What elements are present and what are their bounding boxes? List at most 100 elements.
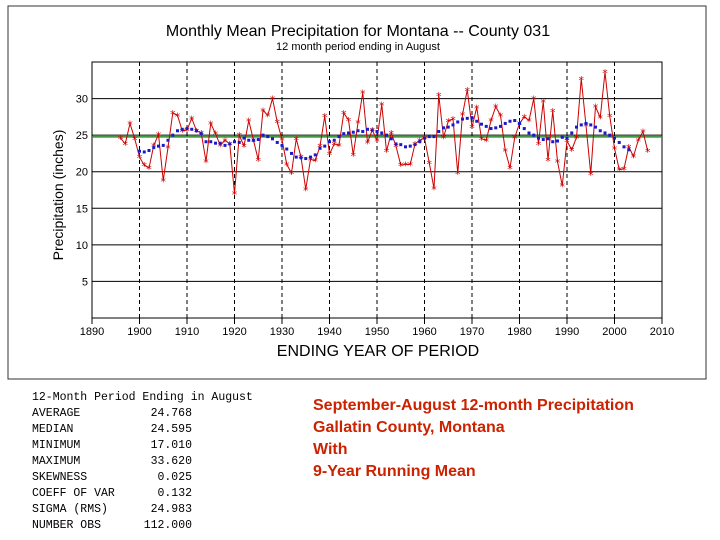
x-tick-label: 1990 bbox=[555, 326, 579, 338]
data-point-running-mean bbox=[275, 140, 279, 144]
series-line-annual bbox=[120, 72, 649, 194]
data-point-annual: * bbox=[294, 134, 300, 147]
data-point-annual: * bbox=[465, 85, 471, 98]
caption: September-August 12-month Precipitation … bbox=[313, 395, 634, 483]
x-tick-label: 1900 bbox=[127, 326, 151, 338]
x-tick-label: 2000 bbox=[602, 326, 626, 338]
data-point-running-mean bbox=[598, 129, 602, 133]
data-point-annual: * bbox=[469, 122, 475, 135]
data-point-running-mean bbox=[337, 135, 341, 139]
stats-label: MINIMUM bbox=[32, 439, 81, 452]
data-point-annual: * bbox=[441, 132, 447, 145]
data-point-annual: * bbox=[436, 90, 442, 103]
data-point-annual: * bbox=[161, 175, 167, 188]
data-point-running-mean bbox=[617, 140, 621, 144]
data-point-annual: * bbox=[583, 121, 589, 134]
data-point-running-mean bbox=[147, 149, 151, 153]
y-axis-label: Precipitation (inches) bbox=[50, 130, 66, 261]
data-point-annual: * bbox=[579, 74, 585, 87]
data-point-annual: * bbox=[484, 135, 490, 148]
stats-label: MAXIMUM bbox=[32, 455, 81, 468]
data-point-annual: * bbox=[631, 151, 637, 164]
data-point-annual: * bbox=[279, 135, 285, 148]
data-point-running-mean bbox=[294, 155, 298, 159]
stats-label: NUMBER OBS bbox=[32, 519, 102, 532]
plot-area: 5 10 15 20 25 30 1890 1900 1910 1920 1930 1940 1950 1… bbox=[76, 61, 674, 338]
data-point-annual: * bbox=[327, 149, 333, 162]
data-point-running-mean bbox=[432, 135, 436, 139]
data-point-running-mean bbox=[456, 120, 460, 124]
stats-header: 12-Month Period Ending in August bbox=[32, 391, 253, 404]
data-point-annual: * bbox=[308, 154, 314, 167]
data-point-running-mean bbox=[423, 136, 426, 140]
data-point-running-mean bbox=[280, 143, 284, 147]
y-tick-label: 25 bbox=[76, 130, 88, 142]
x-axis-label: ENDING YEAR OF PERIOD bbox=[277, 343, 479, 360]
data-point-annual: * bbox=[256, 155, 262, 168]
data-point-running-mean bbox=[418, 140, 422, 144]
data-point-annual: * bbox=[617, 165, 623, 178]
data-point-running-mean bbox=[342, 132, 346, 136]
chart: Monthly Mean Precipitation for Montana -… bbox=[7, 5, 707, 380]
data-point-running-mean bbox=[508, 119, 512, 123]
data-point-running-mean bbox=[233, 140, 236, 144]
stats-value: 24.595 bbox=[150, 423, 192, 436]
data-point-annual: * bbox=[165, 143, 171, 156]
data-point-running-mean bbox=[399, 143, 403, 147]
stats-value: 24.983 bbox=[150, 503, 192, 516]
data-point-running-mean bbox=[318, 146, 322, 150]
caption-line-1: September-August 12-month Precipitation bbox=[313, 397, 634, 414]
stats-row-coeff-of-var: COEFF OF VAR 0.132 bbox=[32, 486, 192, 502]
data-point-running-mean bbox=[404, 145, 407, 149]
stats-row-median: MEDIAN 24.595 bbox=[32, 422, 192, 438]
data-point-annual: * bbox=[241, 141, 247, 154]
data-point-running-mean bbox=[503, 121, 507, 125]
data-point-annual: * bbox=[564, 136, 570, 149]
data-point-annual: * bbox=[427, 158, 433, 171]
x-tick-label: 1940 bbox=[317, 326, 341, 338]
data-point-running-mean bbox=[389, 137, 393, 141]
data-point-running-mean bbox=[385, 133, 388, 137]
data-point-annual: * bbox=[541, 96, 547, 109]
y-tick-label: 10 bbox=[76, 240, 88, 252]
data-point-annual: * bbox=[560, 181, 566, 194]
data-point-annual: * bbox=[313, 156, 319, 169]
data-point-running-mean bbox=[570, 131, 574, 135]
data-point-running-mean bbox=[361, 129, 365, 133]
data-point-running-mean bbox=[237, 140, 241, 144]
data-point-running-mean bbox=[142, 150, 146, 154]
data-point-annual: * bbox=[612, 143, 618, 156]
data-point-annual: * bbox=[237, 130, 243, 143]
data-point-running-mean bbox=[157, 144, 160, 148]
stats-value: 24.768 bbox=[150, 407, 192, 420]
data-point-running-mean bbox=[627, 148, 631, 152]
data-point-annual: * bbox=[531, 94, 537, 107]
data-point-annual: * bbox=[602, 67, 608, 80]
data-point-running-mean bbox=[218, 141, 222, 145]
data-point-annual: * bbox=[180, 126, 186, 139]
data-point-annual: * bbox=[507, 163, 513, 176]
data-point-running-mean bbox=[204, 140, 208, 144]
data-point-running-mean bbox=[328, 140, 331, 144]
data-point-annual: * bbox=[503, 146, 509, 159]
data-point-running-mean bbox=[195, 129, 198, 133]
x-tick-label: 1910 bbox=[175, 326, 199, 338]
stats-label: SIGMA (RMS) bbox=[32, 503, 108, 516]
data-point-annual: * bbox=[284, 159, 290, 172]
data-point-running-mean bbox=[180, 127, 184, 131]
stats-value: 0.025 bbox=[157, 471, 192, 484]
data-point-running-mean bbox=[480, 122, 483, 126]
data-point-running-mean bbox=[366, 127, 369, 131]
data-point-running-mean bbox=[380, 131, 384, 135]
stats-row-number-obs: NUMBER OBS 112.000 bbox=[32, 518, 192, 534]
data-point-running-mean bbox=[185, 127, 189, 131]
data-point-running-mean bbox=[370, 128, 374, 132]
data-point-running-mean bbox=[589, 123, 593, 127]
data-point-annual: * bbox=[512, 132, 518, 145]
stats-row-maximum: MAXIMUM 33.620 bbox=[32, 454, 192, 470]
data-point-annual: * bbox=[384, 146, 390, 159]
y-tick-label: 20 bbox=[76, 167, 88, 179]
data-point-running-mean bbox=[375, 129, 379, 133]
data-point-annual: * bbox=[341, 108, 347, 121]
data-point-annual: * bbox=[555, 156, 561, 169]
